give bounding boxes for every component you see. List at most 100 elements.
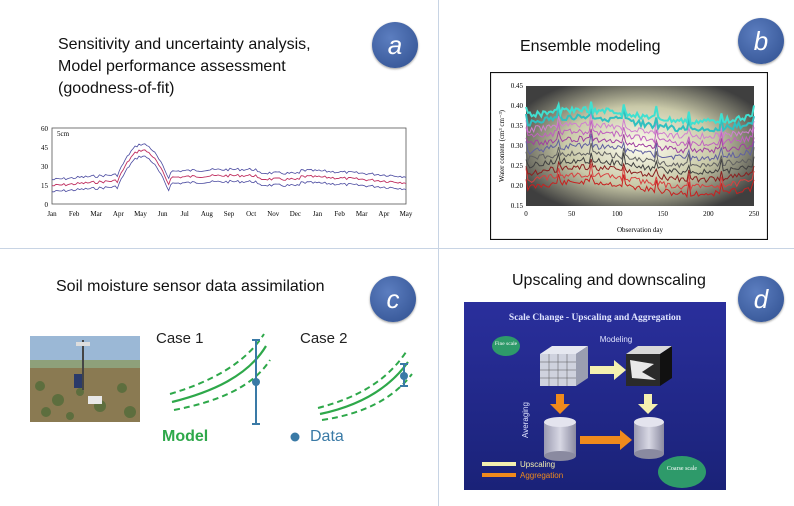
panel-b-ensemble-plot: 0.45 0.40 0.35 0.30 0.25 0.20 0.15 0 50 100 150 20… [490, 72, 768, 240]
panel-a-depth-label: 5cm [57, 130, 70, 138]
legend-upscaling-swatch [482, 462, 516, 466]
panel-b-series [525, 101, 755, 199]
panel-d-title: Upscaling and downscaling [512, 272, 706, 289]
panel-a-y-tick: 0 [45, 201, 49, 209]
panel-a-x-tick: Apr [113, 210, 125, 218]
case-1-lower-bound [173, 359, 271, 411]
panel-b-x-tick: 150 [658, 210, 669, 218]
panel-a-badge: a [372, 22, 418, 68]
panel-a-x-tick: Mar [356, 210, 368, 218]
panel-a-x-tick: Feb [334, 210, 345, 218]
panel-a-upper-bound-line [52, 143, 407, 181]
case-2-lower-bound [321, 373, 413, 421]
coarse-scale-label: Coarse scale [667, 466, 697, 472]
case-2-model-curve [319, 361, 409, 416]
panel-a-y-tick: 60 [41, 125, 49, 133]
panel-b-x-label: Observation day [617, 226, 664, 234]
panel-c-badge: c [370, 276, 416, 322]
panel-b-ensemble-member [525, 133, 755, 162]
panel-b-plot-area [526, 86, 754, 206]
panel-b-y-tick: 0.45 [511, 82, 524, 90]
panel-b-x-tick: 100 [612, 210, 623, 218]
panel-b-ensemble-member [525, 163, 755, 192]
averaging-label: Averaging [521, 402, 530, 438]
sensor-station-photo [30, 336, 140, 422]
panel-b-ensemble-member [525, 158, 755, 184]
panel-b-x-tick: 200 [703, 210, 714, 218]
panel-b-y-tick: 0.20 [511, 182, 524, 190]
fine-scale-grid-block [540, 346, 588, 386]
panel-a-y-tick: 30 [41, 163, 49, 171]
panel-a-x-tick: Sep [224, 210, 235, 218]
panel-a-title-line-3: (goodness-of-fit) [58, 80, 175, 97]
panel-b-badge: b [738, 18, 784, 64]
panel-a-x-tick: Jan [313, 210, 323, 218]
panel-a-title-line-1: Sensitivity and uncertainty analysis, [58, 36, 311, 53]
panel-a-model-line [51, 149, 407, 187]
panel-a-x-tick: Nov [267, 210, 280, 218]
horizontal-divider [0, 248, 794, 249]
panel-c-assimilation-diagram [169, 333, 413, 425]
panel-a-x-tick: Jan [47, 210, 57, 218]
case-1-model-curve [171, 345, 267, 404]
panel-d-badge: d [738, 276, 784, 322]
panel-a-x-tick: Oct [246, 210, 256, 218]
panel-b-y-tick: 0.30 [511, 142, 524, 150]
panel-b-y-tick: 0.15 [511, 202, 524, 210]
panel-b-y-tick: 0.40 [511, 102, 524, 110]
upscaling-down-arrow [638, 394, 658, 414]
panel-a-x-tick: Aug [201, 210, 214, 218]
legend-data: Data [310, 428, 344, 445]
panel-a-x-tick: Feb [69, 210, 80, 218]
panel-b-y-label: Water content (cm³ cm⁻³) [498, 109, 506, 182]
legend-upscaling-label: Upscaling [520, 460, 555, 469]
slide-title: Scale Change - Upscaling and Aggregation [509, 313, 682, 323]
panel-b-ensemble-member [525, 112, 755, 140]
aggregation-arrow [580, 430, 632, 450]
case-1-label: Case 1 [156, 330, 204, 347]
legend-data-marker [290, 432, 300, 442]
case-2-data-point [400, 372, 408, 380]
upscaling-slide: Scale Change - Upscaling and Aggregation… [464, 302, 726, 490]
panel-a-x-tick: May [400, 210, 413, 218]
panel-c-title: Soil moisture sensor data assimilation [56, 278, 325, 295]
panel-a-plot-frame [51, 127, 407, 205]
vertical-divider [438, 0, 439, 506]
panel-a-x-ticks: Jan Feb Mar Apr May Jun Jul Aug Sep Oct Nov Dec Jan F… [47, 210, 413, 218]
panel-b-ensemble-member [525, 151, 755, 175]
panel-a-x-tick: Apr [378, 210, 390, 218]
panel-a-title-line-2: Model performance assessment [58, 58, 286, 75]
panel-b-x-tick: 250 [749, 210, 760, 218]
legend-aggregation-label: Aggregation [520, 471, 563, 480]
case-1-upper-bound [169, 333, 265, 395]
legend-aggregation-swatch [482, 473, 516, 477]
panel-a-x-tick: Jul [181, 210, 189, 218]
coarse-cylinder-right [634, 417, 664, 459]
panel-a-lower-bound-line [52, 155, 407, 193]
panel-b-x-tick: 0 [524, 210, 528, 218]
panel-a-x-tick: May [134, 210, 147, 218]
legend-model: Model [162, 428, 209, 445]
panel-b-ensemble-member [525, 173, 755, 199]
averaging-arrow [550, 394, 570, 414]
panel-b-x-tick: 50 [568, 210, 576, 218]
panel-b-y-ticks: 0.45 0.40 0.35 0.30 0.25 0.20 0.15 [511, 82, 524, 210]
coarse-scale-bubble [658, 456, 706, 488]
panel-b-ensemble-member [525, 142, 755, 169]
case-1-data-point [252, 378, 260, 386]
coarse-cylinder-left [544, 417, 576, 461]
panel-b-ensemble-member [525, 101, 755, 127]
panel-a-y-tick: 45 [41, 144, 49, 152]
panel-b-ensemble-member [525, 106, 755, 133]
panel-a-x-tick: Jun [158, 210, 168, 218]
panel-b-ensemble-member [525, 128, 755, 154]
panel-a-y-tick: 15 [41, 182, 49, 190]
fine-scale-bubble [492, 336, 520, 356]
case-2-label: Case 2 [300, 330, 348, 347]
case-2-upper-bound [317, 351, 407, 409]
panel-a-x-tick: Mar [90, 210, 102, 218]
fine-scale-label: Fine scale [495, 341, 518, 347]
fine-scale-model-output-block [626, 346, 672, 386]
modeling-label: Modeling [600, 335, 632, 344]
panel-b-ensemble-member [525, 120, 755, 149]
